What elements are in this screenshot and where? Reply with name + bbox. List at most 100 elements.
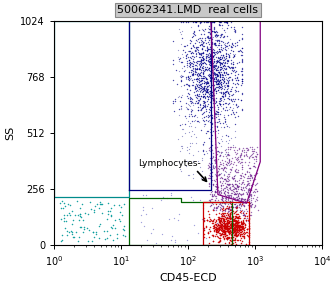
Point	[222, 195, 228, 200]
Point	[215, 108, 220, 113]
Point	[209, 115, 214, 120]
Point	[228, 112, 233, 116]
Point	[211, 110, 217, 115]
Point	[225, 219, 230, 224]
Point	[226, 79, 231, 83]
Point	[235, 228, 240, 233]
Point	[239, 148, 245, 153]
Point	[200, 111, 205, 116]
Point	[216, 164, 221, 168]
Point	[236, 205, 241, 210]
Point	[234, 219, 240, 224]
Point	[227, 216, 233, 220]
Point	[214, 60, 219, 65]
Point	[207, 92, 212, 97]
Point	[189, 51, 194, 56]
Point	[219, 65, 224, 69]
Point	[199, 106, 204, 111]
Point	[230, 109, 236, 114]
Point	[231, 187, 236, 192]
Point	[207, 68, 212, 72]
Point	[192, 77, 197, 81]
Point	[235, 223, 240, 228]
Point	[182, 130, 188, 135]
Point	[212, 71, 217, 76]
Point	[227, 230, 233, 235]
Point	[246, 240, 251, 244]
Point	[238, 69, 244, 74]
Point	[211, 239, 216, 244]
Point	[183, 54, 189, 58]
Point	[176, 211, 181, 216]
Point	[217, 78, 223, 83]
Point	[235, 225, 241, 230]
Point	[191, 159, 196, 163]
Point	[185, 94, 190, 99]
Point	[226, 227, 231, 231]
Point	[214, 169, 220, 174]
Point	[210, 113, 215, 118]
Point	[194, 77, 199, 82]
Point	[238, 224, 243, 228]
Point	[207, 85, 213, 89]
Point	[223, 213, 228, 217]
Point	[239, 167, 244, 172]
Point	[109, 225, 114, 230]
Point	[192, 85, 198, 89]
Point	[59, 216, 64, 221]
Point	[201, 85, 207, 90]
Point	[248, 210, 254, 215]
Point	[230, 186, 236, 191]
Point	[192, 113, 197, 118]
Point	[227, 36, 232, 41]
Point	[205, 129, 210, 134]
Point	[195, 39, 200, 43]
Point	[240, 37, 245, 41]
Point	[246, 182, 251, 186]
Point	[214, 84, 219, 89]
Point	[202, 226, 207, 230]
Point	[243, 150, 248, 155]
Point	[217, 121, 222, 126]
Point	[198, 59, 203, 64]
Point	[231, 189, 236, 194]
Point	[230, 215, 236, 219]
Point	[238, 233, 243, 238]
Point	[194, 78, 199, 83]
Point	[244, 192, 249, 196]
Point	[243, 183, 248, 188]
Point	[246, 212, 251, 217]
Point	[192, 48, 198, 53]
Point	[211, 225, 217, 230]
Point	[226, 220, 232, 224]
Point	[176, 218, 181, 223]
Point	[106, 209, 111, 214]
Point	[229, 65, 235, 69]
Point	[216, 210, 221, 215]
Point	[216, 70, 221, 75]
Point	[215, 85, 220, 90]
Point	[199, 58, 205, 63]
Point	[229, 208, 234, 213]
Point	[230, 200, 235, 204]
Point	[219, 214, 224, 218]
Point	[216, 79, 222, 84]
Point	[229, 217, 235, 221]
Point	[233, 214, 238, 219]
Point	[203, 91, 208, 96]
Point	[218, 211, 224, 216]
Point	[214, 71, 219, 76]
Point	[254, 181, 259, 186]
Point	[224, 83, 229, 88]
Point	[85, 212, 91, 216]
Point	[218, 205, 223, 209]
Point	[179, 52, 184, 56]
Point	[225, 206, 230, 210]
Point	[248, 187, 253, 192]
Point	[206, 215, 212, 219]
Point	[244, 192, 250, 196]
Point	[189, 24, 194, 29]
Point	[183, 164, 189, 168]
Point	[249, 182, 254, 187]
Point	[235, 184, 241, 189]
